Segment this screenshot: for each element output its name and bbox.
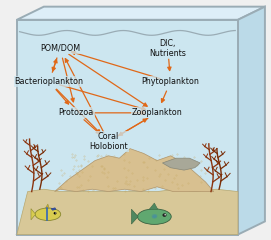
Circle shape bbox=[162, 213, 166, 217]
Polygon shape bbox=[17, 7, 265, 20]
Circle shape bbox=[164, 214, 166, 216]
Ellipse shape bbox=[137, 209, 171, 224]
Text: POM/DOM: POM/DOM bbox=[40, 44, 80, 53]
Polygon shape bbox=[31, 209, 36, 220]
Ellipse shape bbox=[153, 214, 157, 217]
Ellipse shape bbox=[152, 216, 156, 219]
Polygon shape bbox=[45, 204, 49, 208]
Ellipse shape bbox=[151, 214, 156, 218]
Text: Zooplankton: Zooplankton bbox=[132, 108, 182, 117]
Polygon shape bbox=[17, 189, 238, 234]
Polygon shape bbox=[51, 208, 56, 210]
Polygon shape bbox=[131, 209, 138, 224]
Polygon shape bbox=[238, 7, 265, 234]
Text: Coral
Holobiont: Coral Holobiont bbox=[89, 132, 128, 151]
Text: Protozoa: Protozoa bbox=[59, 108, 94, 117]
Polygon shape bbox=[162, 158, 200, 170]
Text: DIC,
Nutrients: DIC, Nutrients bbox=[149, 39, 186, 58]
Text: Bacterioplankton: Bacterioplankton bbox=[15, 77, 84, 86]
Ellipse shape bbox=[35, 208, 61, 221]
Polygon shape bbox=[149, 203, 158, 209]
Circle shape bbox=[54, 212, 56, 215]
Polygon shape bbox=[17, 20, 238, 234]
Ellipse shape bbox=[153, 216, 157, 218]
Text: Phytoplankton: Phytoplankton bbox=[142, 77, 199, 86]
Polygon shape bbox=[55, 149, 214, 192]
